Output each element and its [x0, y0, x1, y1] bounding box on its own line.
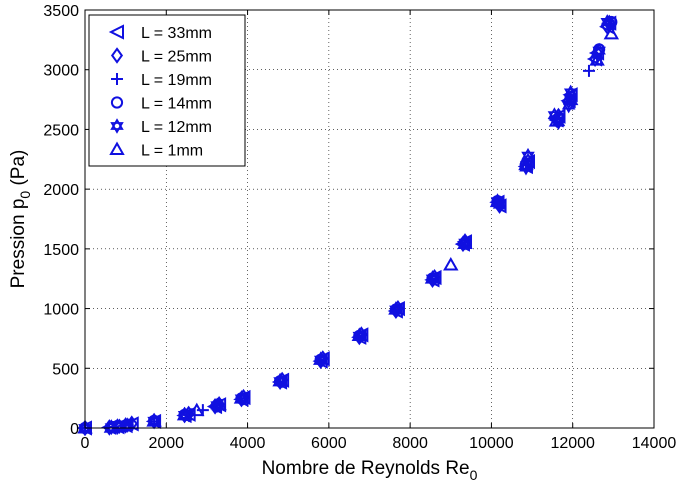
- legend-marker: [110, 47, 124, 64]
- x-axis-label-text: Nombre de Reynolds Re0: [262, 458, 478, 483]
- data-point: [272, 372, 288, 387]
- legend-item: L = 14mm: [110, 96, 212, 113]
- data-point: [351, 327, 368, 341]
- data-point: [388, 301, 404, 315]
- data-point: [518, 156, 534, 171]
- data-point: [189, 402, 205, 417]
- data-point: [77, 419, 93, 434]
- data-point: [592, 42, 606, 59]
- data-point: [443, 256, 459, 271]
- legend-item: L = 33mm: [108, 24, 212, 42]
- y-tick-label: 3000: [43, 63, 79, 80]
- legend-marker: [110, 118, 124, 134]
- data-point: [603, 25, 620, 40]
- data-point: [233, 390, 250, 404]
- x-axis-label: Nombre de Reynolds Re0: [262, 458, 478, 483]
- plot-frame: [84, 9, 655, 429]
- legend-item: L = 19mm: [111, 72, 212, 89]
- data-point: [589, 52, 605, 66]
- legend-label: L = 12mm: [141, 119, 212, 136]
- x-tick-label: 6000: [311, 435, 347, 452]
- x-tick-label: 10000: [469, 435, 514, 452]
- legend-label: L = 25mm: [141, 49, 212, 66]
- data-point: [176, 406, 193, 421]
- legend-label: L = 1mm: [141, 143, 203, 160]
- series-6: [77, 25, 620, 434]
- y-axis-label: Pression p0 (Pa): [8, 150, 33, 289]
- y-tick-label: 0: [70, 421, 79, 438]
- legend-box: [88, 14, 246, 167]
- legend-marker: [108, 24, 124, 40]
- data-point: [313, 351, 329, 365]
- legend-label: L = 19mm: [141, 72, 212, 89]
- x-tick-label: 0: [81, 435, 90, 452]
- y-tick-label: 3500: [43, 3, 79, 20]
- legend-item: L = 1mm: [109, 141, 203, 160]
- data-point: [211, 396, 227, 411]
- legend-marker: [111, 73, 123, 85]
- data-points: [76, 14, 620, 437]
- data-point: [562, 91, 579, 106]
- x-tick-label: 2000: [148, 435, 184, 452]
- data-point: [582, 64, 595, 77]
- x-tick-label: 8000: [392, 435, 428, 452]
- x-tick-label: 12000: [550, 435, 595, 452]
- legend-label: L = 33mm: [141, 25, 212, 42]
- data-point: [424, 270, 441, 284]
- data-point: [146, 413, 162, 427]
- legend-label: L = 14mm: [141, 96, 212, 113]
- data-point: [548, 113, 565, 127]
- legend: L = 33mm L = 25mm L = 19mm L = 14mm L = 12mm…: [88, 14, 246, 167]
- axis-ticks: 0 2000 4000 6000 8000 10000 12000 14000 0 500 1000…: [43, 3, 676, 452]
- x-tick-label: 4000: [230, 435, 266, 452]
- data-point: [457, 235, 473, 249]
- y-tick-label: 500: [52, 361, 79, 378]
- data-point: [103, 419, 120, 433]
- y-tick-label: 1000: [43, 302, 79, 319]
- legend-item: L = 12mm: [110, 118, 212, 136]
- data-point: [600, 14, 615, 30]
- legend-marker: [109, 141, 125, 155]
- legend-item: L = 25mm: [110, 47, 212, 66]
- y-tick-label: 2000: [43, 182, 79, 199]
- y-axis-label-text: Pression p0 (Pa): [8, 150, 33, 289]
- data-point: [521, 147, 535, 164]
- data-point: [117, 417, 134, 431]
- data-point: [489, 193, 506, 208]
- x-tick-label: 14000: [632, 435, 677, 452]
- y-tick-label: 2500: [43, 122, 79, 139]
- y-tick-label: 1500: [43, 242, 79, 259]
- legend-marker: [110, 96, 124, 109]
